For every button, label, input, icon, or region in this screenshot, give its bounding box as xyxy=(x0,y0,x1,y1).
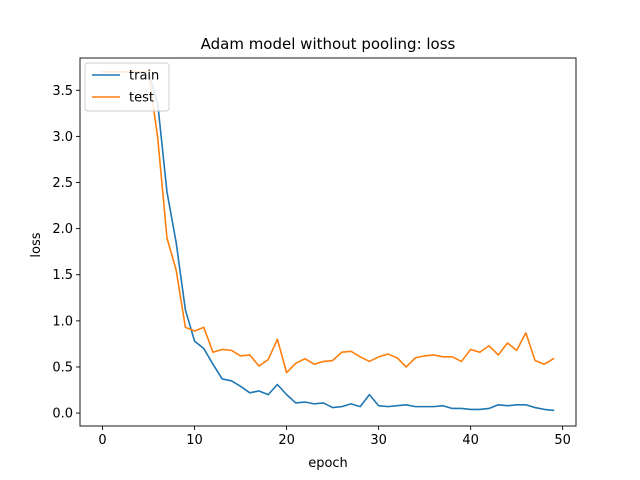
axes-frame xyxy=(79,57,577,427)
plot-area: 0 10 20 30 40 50 0.0 0.5 1.0 1.5 2.0 2.5 3.0 3.5 train… xyxy=(52,57,577,448)
x-axis-label: epoch xyxy=(308,456,348,471)
y-tick-label: 2.0 xyxy=(52,222,73,237)
x-tick-label: 50 xyxy=(554,433,571,448)
x-tick-label: 30 xyxy=(370,433,387,448)
x-tick-label: 40 xyxy=(462,433,479,448)
y-tick-label: 3.5 xyxy=(52,84,73,99)
y-tick-label: 3.0 xyxy=(52,130,73,145)
y-tick-label: 0.5 xyxy=(52,360,73,375)
x-tick-label: 20 xyxy=(278,433,295,448)
chart-title: Adam model without pooling: loss xyxy=(201,35,456,53)
legend: train test xyxy=(84,62,170,112)
x-tick-label: 10 xyxy=(186,433,203,448)
y-tick-label: 1.0 xyxy=(52,314,73,329)
y-tick-label: 2.5 xyxy=(52,176,73,191)
legend-label-train: train xyxy=(129,69,159,84)
y-axis-label: loss xyxy=(29,232,44,257)
y-tick-label: 0.0 xyxy=(52,407,73,422)
y-tick-label: 1.5 xyxy=(52,268,73,283)
series-line-train xyxy=(101,71,555,412)
x-tick-label: 0 xyxy=(98,433,106,448)
series-line-test xyxy=(101,71,555,374)
legend-label-test: test xyxy=(129,91,154,106)
